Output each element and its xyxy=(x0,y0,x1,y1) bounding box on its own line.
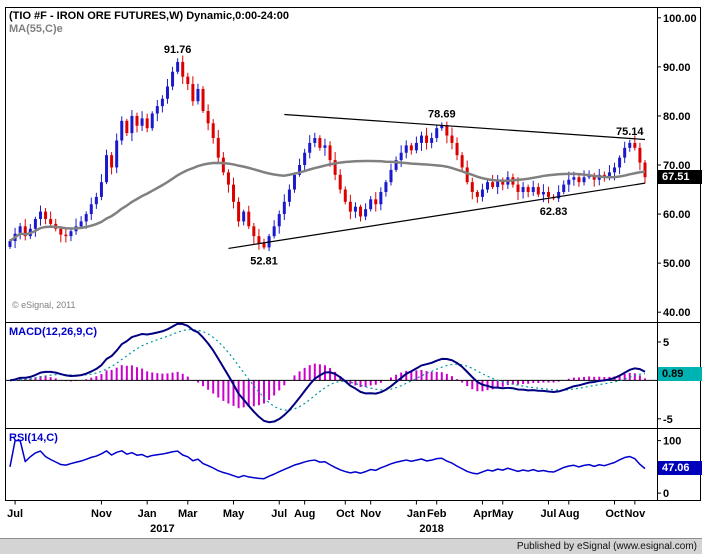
svg-text:-5: -5 xyxy=(663,414,673,426)
svg-text:Jul: Jul xyxy=(7,508,23,520)
price-axis-labels: 100.00 90.00 80.00 70.00 60.00 50.00 40.00 xyxy=(658,13,697,319)
svg-text:62.83: 62.83 xyxy=(540,206,568,218)
price-annotations: 91.76 52.81 78.69 62.83 75.14 xyxy=(164,44,645,267)
svg-text:Oct: Oct xyxy=(336,508,355,520)
rsi-line xyxy=(9,439,646,480)
svg-text:91.76: 91.76 xyxy=(164,44,192,56)
ma-line xyxy=(9,159,646,243)
svg-text:Oct: Oct xyxy=(605,508,624,520)
svg-text:5: 5 xyxy=(663,337,669,349)
chart-canvas[interactable]: 100.00 90.00 80.00 70.00 60.00 50.00 40.00 91.7… xyxy=(0,0,702,538)
macd-value-badge: 0.89 xyxy=(658,367,702,381)
rsi-value-badge: 47.06 xyxy=(658,461,702,475)
svg-text:Nov: Nov xyxy=(360,508,382,520)
macd-signal-line xyxy=(9,329,646,411)
svg-text:Aug: Aug xyxy=(294,508,315,520)
svg-text:50.00: 50.00 xyxy=(663,258,691,270)
svg-text:May: May xyxy=(492,508,514,520)
esignal-watermark: © eSignal, 2011 xyxy=(12,300,76,310)
chart-frame xyxy=(5,7,701,501)
macd-panel-title: MACD(12,26,9,C) xyxy=(9,326,98,338)
svg-text:Nov: Nov xyxy=(624,508,646,520)
svg-text:75.14: 75.14 xyxy=(616,126,644,138)
svg-text:78.69: 78.69 xyxy=(428,108,456,120)
svg-text:100: 100 xyxy=(663,436,681,448)
svg-text:2018: 2018 xyxy=(419,523,443,535)
svg-text:90.00: 90.00 xyxy=(663,62,691,74)
svg-text:70.00: 70.00 xyxy=(663,160,691,172)
symbol-title: (TIO #F - IRON ORE FUTURES,W) Dynamic,0:… xyxy=(9,10,289,22)
svg-text:100.00: 100.00 xyxy=(663,13,697,25)
macd-histogram xyxy=(14,363,646,409)
time-axis-labels: Jul Nov Jan Mar May Jul Aug Oct Nov Jan Feb Apr May J… xyxy=(7,500,646,535)
svg-text:40.00: 40.00 xyxy=(663,307,691,319)
svg-text:Nov: Nov xyxy=(91,508,113,520)
candles xyxy=(8,55,647,252)
macd-line xyxy=(9,322,646,424)
svg-text:Apr: Apr xyxy=(473,508,493,520)
svg-text:Jan: Jan xyxy=(138,508,157,520)
rsi-axis-labels: 100 0 xyxy=(658,436,681,500)
svg-text:May: May xyxy=(223,508,245,520)
publisher-bar: Published by eSignal (www.esignal.com) xyxy=(0,538,702,554)
svg-text:Feb: Feb xyxy=(427,508,447,520)
trendlines xyxy=(228,113,646,249)
svg-text:0: 0 xyxy=(663,488,669,500)
svg-text:Mar: Mar xyxy=(178,508,198,520)
svg-text:60.00: 60.00 xyxy=(663,209,691,221)
svg-text:2017: 2017 xyxy=(150,523,174,535)
svg-text:80.00: 80.00 xyxy=(663,111,691,123)
last-price-badge: 67.51 xyxy=(658,170,702,184)
svg-text:Jul: Jul xyxy=(541,508,557,520)
ma-overlay-label: MA(55,C)e xyxy=(9,23,63,35)
svg-text:52.81: 52.81 xyxy=(250,255,278,267)
macd-axis-labels: 5 -5 xyxy=(658,337,673,426)
svg-text:Jan: Jan xyxy=(407,508,426,520)
rsi-panel-title: RSI(14,C) xyxy=(9,432,58,444)
publisher-text: Published by eSignal (www.esignal.com) xyxy=(516,541,697,552)
svg-text:Aug: Aug xyxy=(558,508,579,520)
svg-text:Jul: Jul xyxy=(271,508,287,520)
